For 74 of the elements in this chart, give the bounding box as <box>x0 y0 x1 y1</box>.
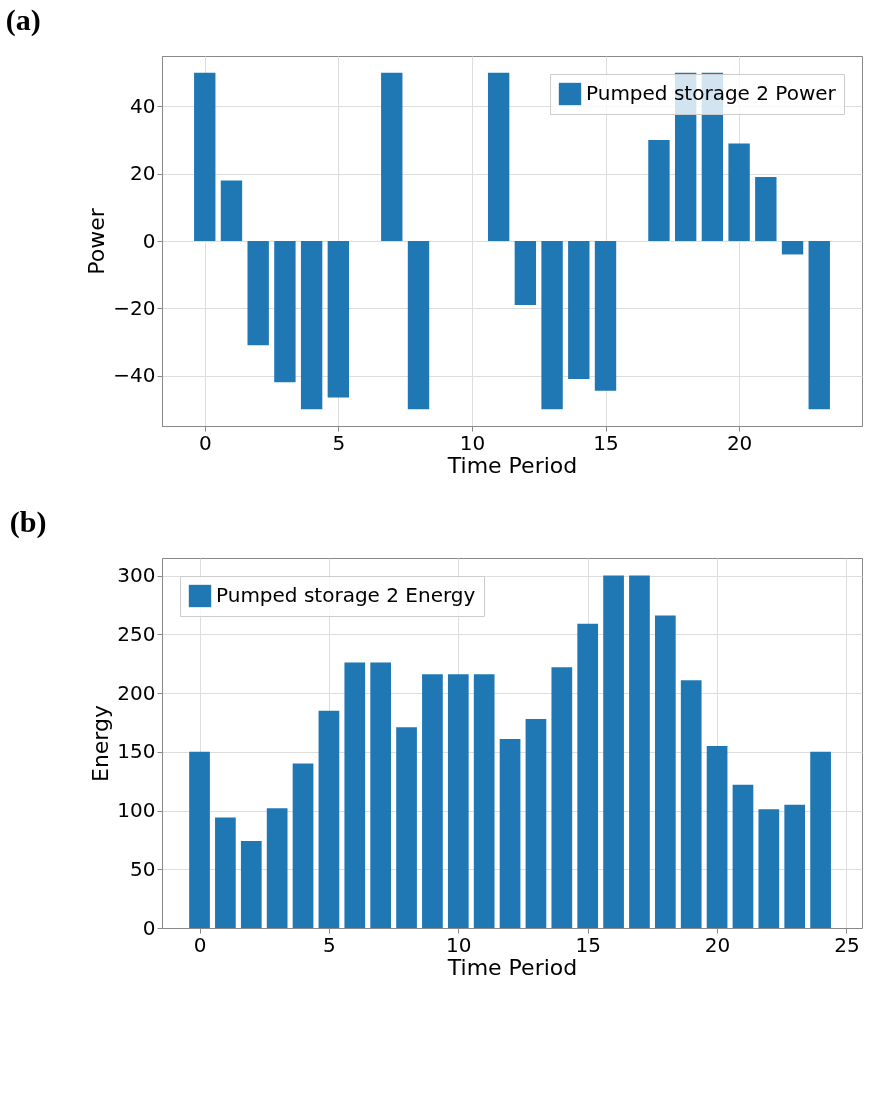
y-tick-label: 100 <box>117 798 156 823</box>
bar <box>300 241 323 410</box>
bar <box>808 241 830 410</box>
y-tick-label: 0 <box>142 228 156 253</box>
bar <box>447 674 469 928</box>
bar <box>784 804 806 928</box>
bar <box>189 751 210 928</box>
bar <box>499 738 521 928</box>
bar <box>732 784 754 928</box>
chart-title: (b) <box>9 505 47 539</box>
bar <box>541 241 563 410</box>
bar <box>220 180 243 241</box>
x-tick-label: 15 <box>575 932 601 957</box>
bar <box>603 575 624 928</box>
bar <box>648 140 670 241</box>
y-tick-label: −40 <box>113 363 156 388</box>
legend-label: Pumped storage 2 Energy <box>216 583 476 607</box>
bar <box>215 817 236 928</box>
y-tick-label: 300 <box>117 563 156 588</box>
bar <box>680 680 702 928</box>
x-axis-title: Time Period <box>446 452 578 478</box>
bar <box>810 751 831 928</box>
x-tick-label: 5 <box>323 932 336 957</box>
bar <box>594 241 617 391</box>
x-tick-label: 0 <box>193 932 207 957</box>
bar <box>728 143 750 241</box>
bar <box>396 727 417 928</box>
y-tick-label: 150 <box>117 739 156 764</box>
bar <box>514 241 537 305</box>
x-tick-label: 10 <box>446 932 472 957</box>
bar <box>487 72 510 241</box>
bar <box>422 674 443 928</box>
y-tick-label: 200 <box>117 680 156 705</box>
bar <box>292 763 314 928</box>
bar <box>755 177 777 241</box>
bar <box>274 241 296 383</box>
bar <box>247 241 269 346</box>
bar <box>240 841 262 928</box>
bar <box>344 662 366 928</box>
bar <box>327 241 350 398</box>
bar <box>194 72 216 241</box>
bar <box>577 623 599 928</box>
x-tick-label: 5 <box>332 430 346 455</box>
y-axis-title: Energy <box>88 704 114 783</box>
bar <box>758 809 780 928</box>
bar <box>551 667 573 928</box>
y-tick-label: 40 <box>130 93 156 118</box>
bar <box>525 718 547 928</box>
y-tick-label: 20 <box>130 161 156 186</box>
bar <box>706 745 728 928</box>
x-tick-label: 25 <box>834 932 860 957</box>
y-tick-label: 250 <box>117 621 156 646</box>
chart-title: (a) <box>5 3 41 37</box>
x-tick-label: 20 <box>726 430 753 455</box>
bar <box>381 72 403 241</box>
x-tick-label: 20 <box>704 932 731 957</box>
bar <box>318 710 340 928</box>
x-tick-label: 0 <box>198 430 212 455</box>
y-tick-label: 0 <box>142 915 156 940</box>
bar <box>407 241 430 410</box>
x-tick-label: 10 <box>459 430 486 455</box>
x-tick-label: 15 <box>593 430 619 455</box>
y-tick-label: 50 <box>130 856 156 881</box>
bar <box>629 575 650 928</box>
y-tick-label: −20 <box>113 295 156 320</box>
bar <box>654 615 676 928</box>
bar <box>370 662 392 928</box>
bar <box>781 241 804 255</box>
bar <box>266 808 288 928</box>
bar <box>473 674 495 928</box>
bar <box>568 241 590 379</box>
y-axis-title: Power <box>84 207 110 275</box>
legend-label: Pumped storage 2 Power <box>586 81 837 105</box>
x-axis-title: Time Period <box>446 954 578 980</box>
